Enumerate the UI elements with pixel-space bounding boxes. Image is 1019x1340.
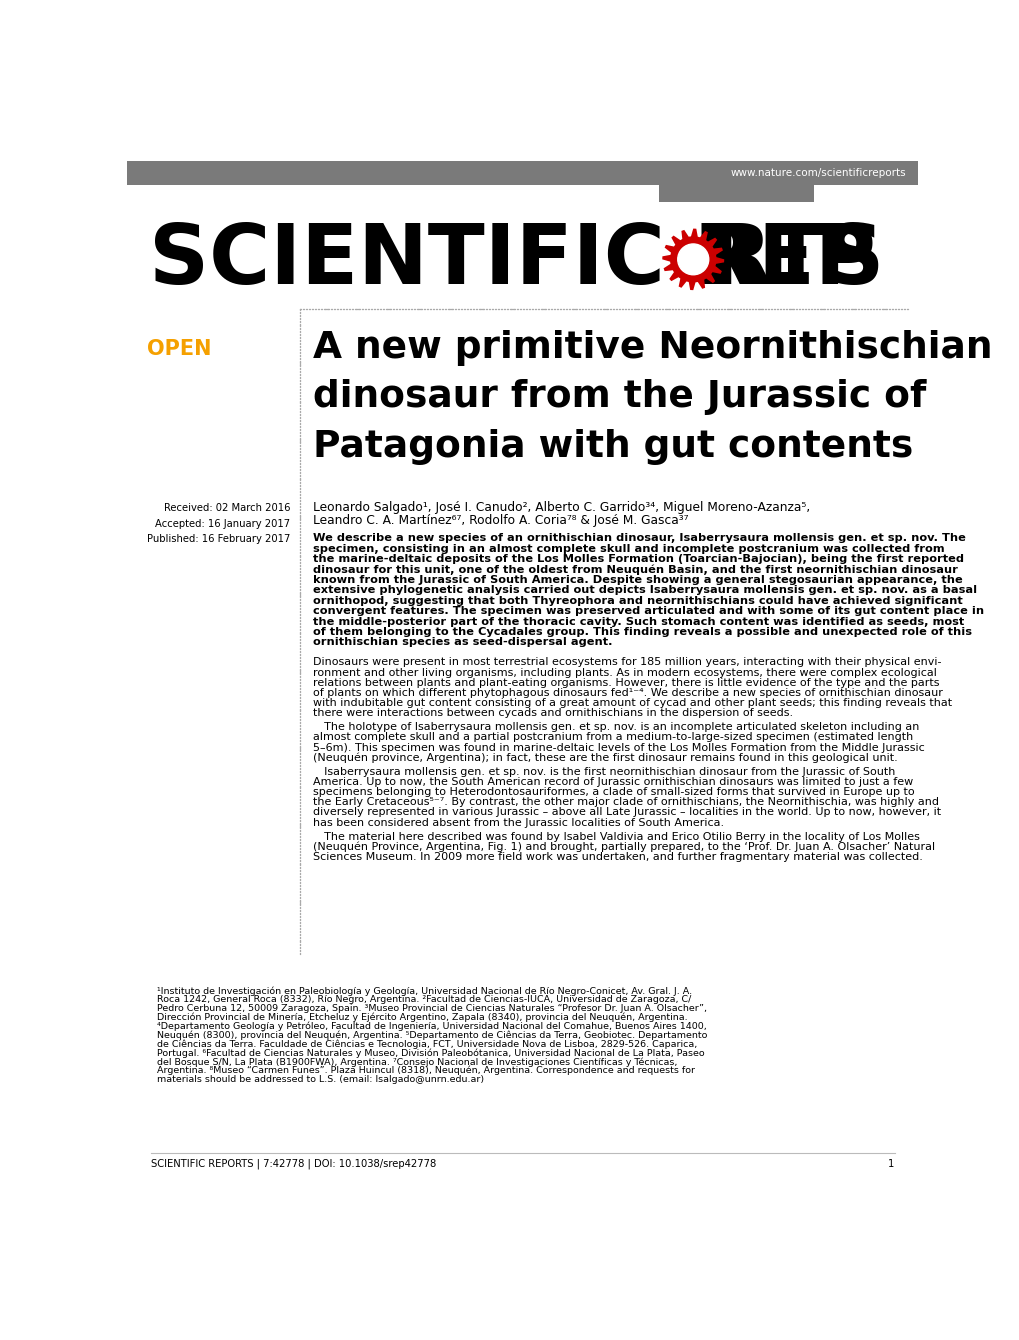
Text: A new primitive Neornithischian: A new primitive Neornithischian [313, 330, 993, 366]
Text: extensive phylogenetic analysis carried out depicts Isaberrysaura mollensis gen.: extensive phylogenetic analysis carried … [313, 586, 976, 595]
Text: diversely represented in various Jurassic – above all Late Jurassic – localities: diversely represented in various Jurassi… [313, 808, 941, 817]
Text: with indubitable gut content consisting of a great amount of cycad and other pla: with indubitable gut content consisting … [313, 698, 952, 708]
Text: www.nature.com/scientificreports: www.nature.com/scientificreports [730, 168, 906, 178]
Text: Portugal. ⁶Facultad de Ciencias Naturales y Museo, División Paleobótanica, Unive: Portugal. ⁶Facultad de Ciencias Naturale… [157, 1048, 704, 1057]
Text: the Early Cretaceous⁵⁻⁷. By contrast, the other major clade of ornithischians, t: the Early Cretaceous⁵⁻⁷. By contrast, th… [313, 797, 938, 807]
Text: SCIENTIFIC REP: SCIENTIFIC REP [149, 220, 875, 302]
Text: Leandro C. A. Martínez⁶⁷, Rodolfo A. Coria⁷⁸ & José M. Gasca³⁷: Leandro C. A. Martínez⁶⁷, Rodolfo A. Cor… [313, 515, 688, 527]
Text: The holotype of Isaberrysaura mollensis gen. et sp. nov. is an incomplete articu: The holotype of Isaberrysaura mollensis … [313, 722, 919, 732]
Text: ornithopod, suggesting that both Thyreophora and neornithischians could have ach: ornithopod, suggesting that both Thyreop… [313, 596, 962, 606]
Text: materials should be addressed to L.S. (email: lsalgado@unrn.edu.ar): materials should be addressed to L.S. (e… [157, 1075, 484, 1084]
Text: there were interactions between cycads and ornithischians in the dispersion of s: there were interactions between cycads a… [313, 709, 793, 718]
Text: Accepted: 16 January 2017: Accepted: 16 January 2017 [155, 519, 290, 529]
Text: (Neuquén province, Argentina); in fact, these are the first dinosaur remains fou: (Neuquén province, Argentina); in fact, … [313, 753, 898, 764]
Text: Leonardo Salgado¹, José I. Canudo², Alberto C. Garrido³⁴, Miguel Moreno-Azanza⁵,: Leonardo Salgado¹, José I. Canudo², Albe… [313, 501, 810, 515]
Text: ornithischian species as seed-dispersal agent.: ornithischian species as seed-dispersal … [313, 638, 612, 647]
Text: America. Up to now, the South American record of Jurassic ornithischian dinosaur: America. Up to now, the South American r… [313, 777, 913, 787]
Text: Pedro Cerbuna 12, 50009 Zaragoza, Spain. ³Museo Provincial de Ciencias Naturales: Pedro Cerbuna 12, 50009 Zaragoza, Spain.… [157, 1004, 706, 1013]
Polygon shape [661, 229, 723, 291]
Text: convergent features. The specimen was preserved articulated and with some of its: convergent features. The specimen was pr… [313, 606, 983, 616]
Circle shape [677, 244, 708, 275]
Text: SCIENTIFIC REPORTS | 7:42778 | DOI: 10.1038/srep42778: SCIENTIFIC REPORTS | 7:42778 | DOI: 10.1… [151, 1159, 435, 1170]
Text: del Bosque S/N, La Plata (B1900FWA), Argentina. ⁷Consejo Nacional de Investigaci: del Bosque S/N, La Plata (B1900FWA), Arg… [157, 1057, 677, 1067]
Bar [127, 161, 917, 185]
Text: Received: 02 March 2016: Received: 02 March 2016 [164, 504, 290, 513]
Text: Argentina. ⁸Museo “Carmen Funes”. Plaza Huincul (8318), Neuquén, Argentina. Corr: Argentina. ⁸Museo “Carmen Funes”. Plaza … [157, 1065, 694, 1076]
Text: the marine-deltaic deposits of the Los Molles Formation (Toarcian-Bajocian), bei: the marine-deltaic deposits of the Los M… [313, 555, 964, 564]
Text: OPEN: OPEN [147, 339, 211, 359]
Text: relations between plants and plant-eating organisms. However, there is little ev: relations between plants and plant-eatin… [313, 678, 940, 687]
Text: Patagonia with gut contents: Patagonia with gut contents [313, 429, 913, 465]
Text: The material here described was found by Isabel Valdivia and Erico Otilio Berry : The material here described was found by… [313, 832, 919, 842]
Text: the middle-posterior part of the thoracic cavity. Such stomach content was ident: the middle-posterior part of the thoraci… [313, 616, 964, 627]
Text: RTS: RTS [706, 220, 883, 302]
Text: 5–6m). This specimen was found in marine-deltaic levels of the Los Molles Format: 5–6m). This specimen was found in marine… [313, 742, 924, 753]
Text: ronment and other living organisms, including plants. As in modern ecosystems, t: ronment and other living organisms, incl… [313, 667, 936, 678]
Text: Neuquén (8300), provincia del Neuquén, Argentina. ⁵Departamento de Ciências da T: Neuquén (8300), provincia del Neuquén, A… [157, 1030, 706, 1040]
Text: Dinosaurs were present in most terrestrial ecosystems for 185 million years, int: Dinosaurs were present in most terrestri… [313, 658, 942, 667]
Text: Sciences Museum. In 2009 more field work was undertaken, and further fragmentary: Sciences Museum. In 2009 more field work… [313, 852, 922, 862]
Text: ¹Instituto de Investigación en Paleobiología y Geología, Universidad Nacional de: ¹Instituto de Investigación en Paleobiol… [157, 986, 692, 996]
Text: Dirección Provincial de Minería, Etcheluz y Ejército Argentino, Zapala (8340), p: Dirección Provincial de Minería, Etchelu… [157, 1013, 687, 1022]
Text: has been considered absent from the Jurassic localities of South America.: has been considered absent from the Jura… [313, 817, 723, 828]
Text: dinosaur from the Jurassic of: dinosaur from the Jurassic of [313, 379, 926, 415]
Text: known from the Jurassic of South America. Despite showing a general stegosaurian: known from the Jurassic of South America… [313, 575, 962, 586]
Text: of them belonging to the Cycadales group. This finding reveals a possible and un: of them belonging to the Cycadales group… [313, 627, 971, 636]
Text: almost complete skull and a partial postcranium from a medium-to-large-sized spe: almost complete skull and a partial post… [313, 733, 913, 742]
Text: of plants on which different phytophagous dinosaurs fed¹⁻⁴. We describe a new sp: of plants on which different phytophagou… [313, 687, 943, 698]
Text: specimens belonging to Heterodontosauriformes, a clade of small-sized forms that: specimens belonging to Heterodontosaurif… [313, 787, 914, 797]
Text: specimen, consisting in an almost complete skull and incomplete postcranium was : specimen, consisting in an almost comple… [313, 544, 945, 553]
Text: Roca 1242, General Roca (8332), Río Negro, Argentina. ²Facultad de Ciencias-IUCA: Roca 1242, General Roca (8332), Río Negr… [157, 996, 691, 1004]
Bar [658, 185, 813, 202]
Text: dinosaur for this unit, one of the oldest from Neuquén Basin, and the first neor: dinosaur for this unit, one of the oldes… [313, 564, 958, 575]
Text: We describe a new species of an ornithischian dinosaur, Isaberrysaura mollensis : We describe a new species of an ornithis… [313, 533, 965, 544]
Text: de Ciências da Terra. Faculdade de Ciências e Tecnologia, FCT, Universidade Nova: de Ciências da Terra. Faculdade de Ciênc… [157, 1040, 697, 1049]
Text: Published: 16 February 2017: Published: 16 February 2017 [147, 535, 290, 544]
Text: (Neuquén Province, Argentina, Fig. 1) and brought, partially prepared, to the ‘P: (Neuquén Province, Argentina, Fig. 1) an… [313, 842, 934, 852]
Text: 1: 1 [888, 1159, 894, 1168]
Text: Isaberrysaura mollensis gen. et sp. nov. is the first neornithischian dinosaur f: Isaberrysaura mollensis gen. et sp. nov.… [313, 766, 895, 777]
Text: ⁴Departamento Geología y Petróleo, Facultad de Ingeniería, Universidad Nacional : ⁴Departamento Geología y Petróleo, Facul… [157, 1021, 706, 1032]
